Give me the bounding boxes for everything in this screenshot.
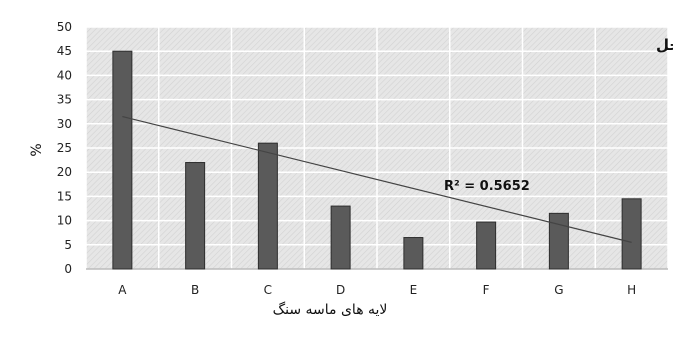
x-tick-label: H xyxy=(627,283,636,297)
y-tick-label: 35 xyxy=(57,93,72,107)
y-tick-label: 15 xyxy=(57,189,72,203)
bar-F xyxy=(476,221,497,270)
trendline xyxy=(122,115,632,243)
y-tick-label: 30 xyxy=(57,117,72,131)
bar-E xyxy=(403,237,424,270)
chart-title: تخلخل xyxy=(656,36,673,54)
bar-D xyxy=(330,205,351,270)
y-tick-label: 45 xyxy=(57,44,72,58)
x-tick-label: D xyxy=(336,283,345,297)
x-tick-label: C xyxy=(264,283,272,297)
x-tick-label: A xyxy=(118,283,127,297)
y-tick-label: 25 xyxy=(57,141,72,155)
x-tick-label: F xyxy=(483,283,490,297)
x-tick-label: E xyxy=(410,283,418,297)
y-axis-title: % xyxy=(29,143,45,156)
bars xyxy=(112,50,642,270)
bar-G xyxy=(548,212,569,270)
bar-A xyxy=(112,50,133,270)
x-tick-label: B xyxy=(191,283,199,297)
y-tick-label: 0 xyxy=(64,262,72,276)
x-axis-ticks: A B C D E F G H xyxy=(118,283,636,297)
y-tick-label: 20 xyxy=(57,165,72,179)
y-tick-label: 50 xyxy=(57,20,72,34)
bar-B xyxy=(185,162,206,270)
y-tick-label: 5 xyxy=(64,238,72,252)
y-axis-ticks: 0 5 10 15 20 25 30 35 40 45 50 xyxy=(57,20,72,276)
bar-H xyxy=(621,198,642,270)
y-tick-label: 40 xyxy=(57,68,72,82)
trendline-label: R² = 0.5652 xyxy=(444,179,530,194)
x-axis-title: لایه های ماسه سنگ xyxy=(273,301,388,318)
gridlines xyxy=(85,26,669,270)
y-tick-label: 10 xyxy=(57,214,72,228)
x-tick-label: G xyxy=(554,283,563,297)
bar-C xyxy=(257,142,278,270)
